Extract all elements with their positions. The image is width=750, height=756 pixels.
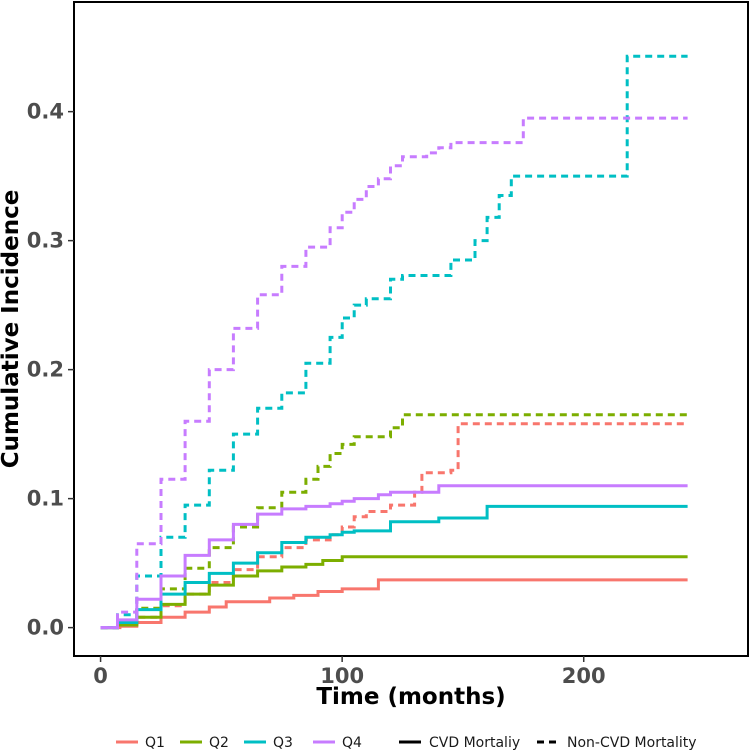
y-tick-label: 0.3 xyxy=(27,229,64,253)
plot-panel xyxy=(73,1,749,657)
x-axis: 0 100 200 xyxy=(93,656,606,688)
x-tick-label: 0 xyxy=(93,664,108,688)
legend-label-cvd-mortaliy: CVD Mortaliy xyxy=(429,735,520,751)
x-tick-label: 200 xyxy=(562,664,606,688)
series-layer xyxy=(100,54,688,630)
legend-label-q2: Q2 xyxy=(209,735,229,751)
y-axis-title: Cumulative Incidence xyxy=(0,190,24,469)
legend-label-q3: Q3 xyxy=(273,735,293,751)
y-tick-label: 0.2 xyxy=(27,358,64,382)
y-axis: 0.0 0.1 0.2 0.3 0.4 xyxy=(27,100,74,640)
y-tick-label: 0.1 xyxy=(27,487,64,511)
legend: Q1 Q2 Q3 Q4 CVD Mortaliy Non-CVD Mortality xyxy=(116,735,697,751)
series-line-q4-cvd-mortaliy xyxy=(100,484,688,630)
x-tick-label: 100 xyxy=(320,664,364,688)
series-line-q4-non-cvd-mortality xyxy=(100,116,688,630)
legend-label-q4: Q4 xyxy=(342,735,362,751)
legend-label-non-cvd-mortality: Non-CVD Mortality xyxy=(567,735,697,751)
series-line-q3-non-cvd-mortality xyxy=(100,54,688,630)
y-tick-label: 0.4 xyxy=(27,100,64,124)
legend-label-q1: Q1 xyxy=(145,735,165,751)
x-axis-title: Time (months) xyxy=(316,684,505,710)
y-tick-label: 0.0 xyxy=(27,616,64,640)
